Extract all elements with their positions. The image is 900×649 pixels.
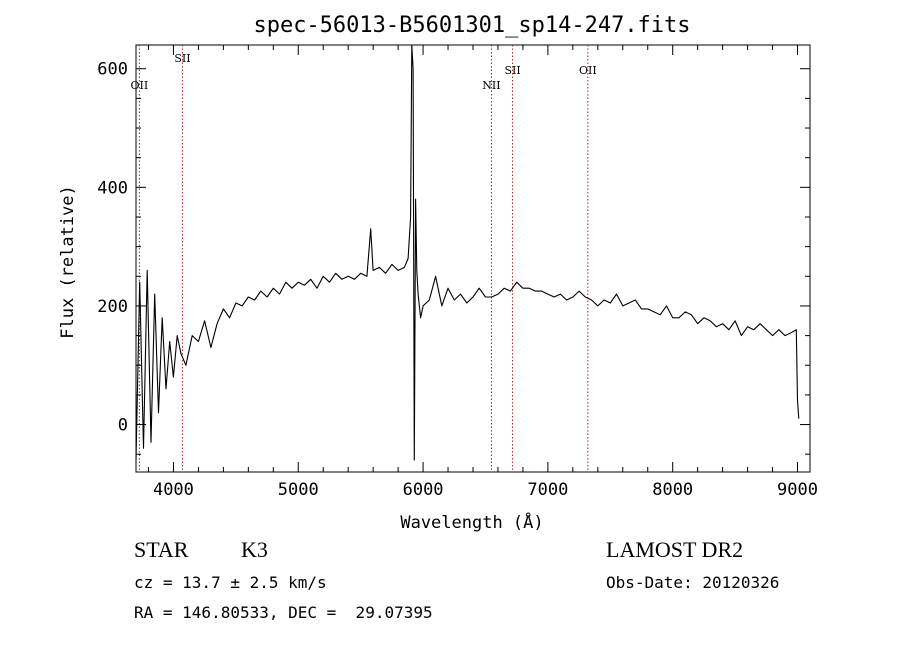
y-tick-label: 600 [97,60,128,80]
object-subclass: K3 [241,537,268,562]
emission-line-label: SII [504,64,520,77]
y-axis-label: Flux (relative) [58,185,78,339]
plot-border [135,44,811,473]
observation-date: Obs-Date: 20120326 [606,573,780,592]
emission-line-label: NII [482,79,500,92]
y-axis: 0 200 400 600 [97,60,810,455]
x-tick-label: 6000 [403,480,444,500]
x-tick-label: 7000 [527,480,568,500]
emission-lines: OII SII NII SII OII [131,45,597,472]
x-tick-label: 8000 [652,480,693,500]
plot-frame [135,44,811,473]
spectrum-series [135,44,800,461]
object-class: STAR [134,537,189,562]
x-axis: 4000 5000 6000 7000 8000 9000 [147,45,818,500]
x-tick-label: 9000 [777,480,818,500]
y-tick-label: 0 [118,416,128,436]
y-tick-label: 200 [97,297,128,317]
spectrum-layer [135,44,800,461]
redshift-text: cz = 13.7 ± 2.5 km/s [134,573,327,592]
survey-name: LAMOST DR2 [606,537,744,562]
x-axis-label: Wavelength (Å) [400,511,543,533]
x-tick-label: 5000 [278,480,319,500]
coordinates-text: RA = 146.80533, DEC = 29.07395 [134,603,433,622]
emission-line-label: OII [131,79,149,92]
chart-title: spec-56013-B5601301_sp14-247.fits [253,13,690,38]
y-tick-label: 400 [97,178,128,198]
emission-line-label: SII [174,52,190,65]
emission-line-label: OII [579,64,597,77]
x-tick-label: 4000 [153,480,194,500]
